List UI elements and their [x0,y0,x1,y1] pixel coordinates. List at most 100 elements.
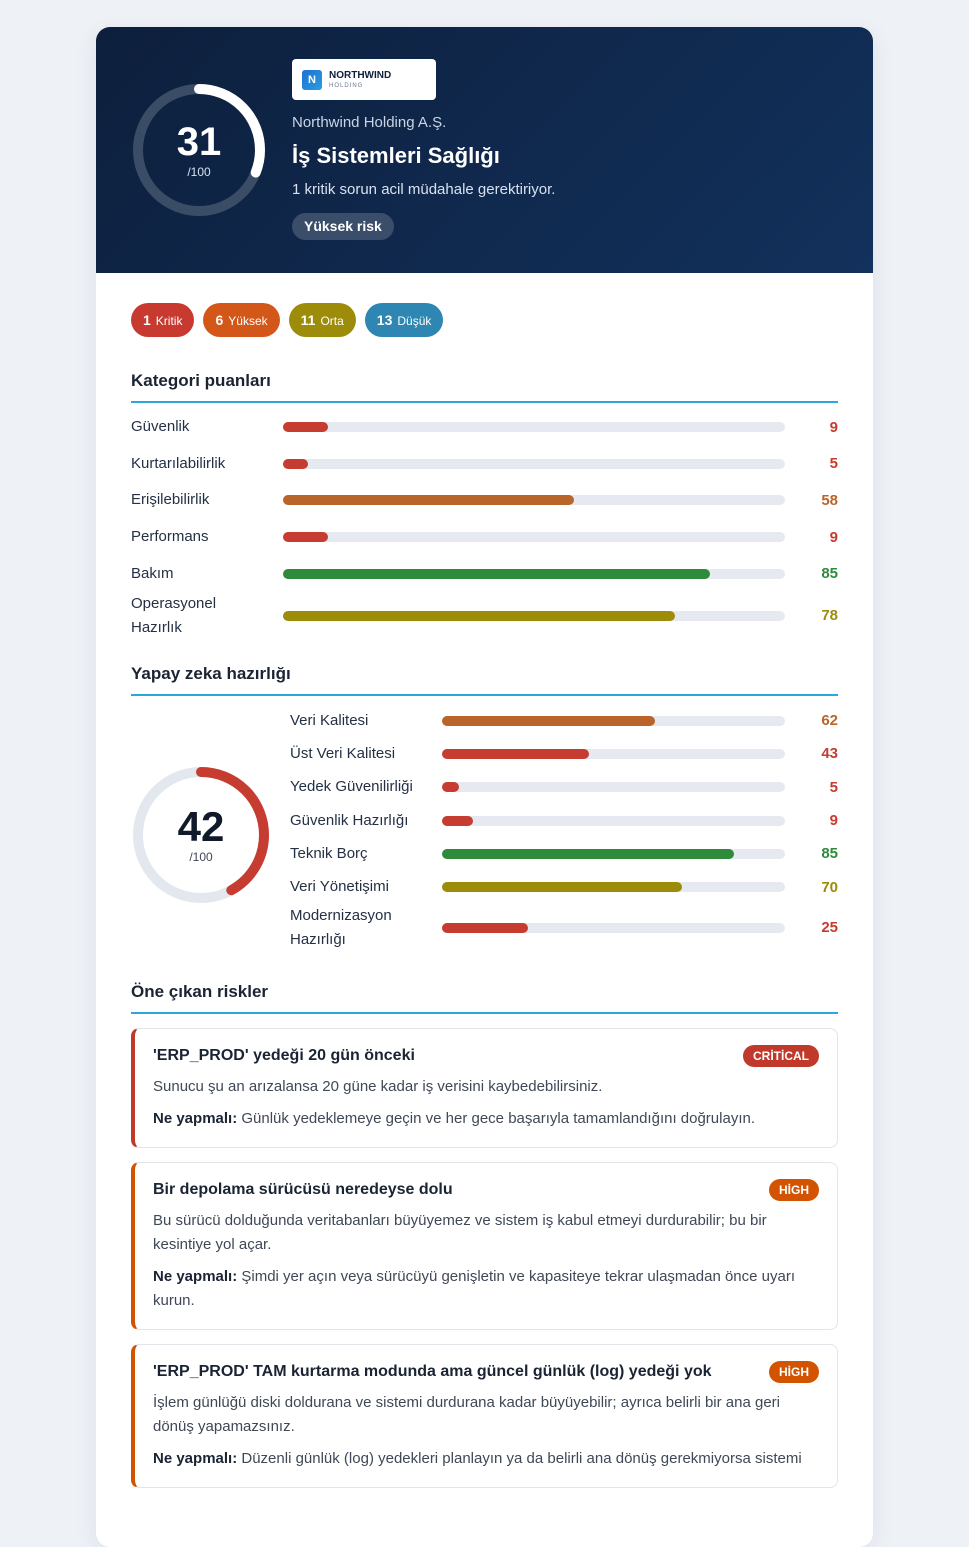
score-value: 78 [821,607,838,625]
bar-fill [442,848,734,859]
action-text: Şimdi yer açın veya sürücüyü genişletin … [153,1267,795,1309]
section-title: Kategori puanları [131,371,838,403]
subtitle: 1 kritik sorun acil müdahale gerektiriyo… [292,181,556,198]
score-value: 85 [821,565,838,583]
severity-chip: 13 Düşük [364,303,444,337]
content: 1 Kritik 6 Yüksek 11 Orta 13 Düşük Kategori pua… [96,273,873,1488]
score-label: Bakım [131,564,174,582]
score-row: Erişilebilirlik 58 [131,482,838,519]
bar-track [442,715,785,726]
risk-head: 'ERP_PROD' yedeği 20 gün önceki CRİTİCAL [153,1044,819,1067]
category-list: Güvenlik 9 Kurtarılabilirlik 5 Erişilebilirl… [131,409,838,640]
report-card: 31/100 N NORTHWIND HOLDING Northwind Hol… [96,27,873,1547]
page: Report html, body { margin: 0; padding: … [96,27,873,1547]
risk-description: Sunucu şu an arızalansa 20 güne kadar iş… [153,1077,603,1095]
risk-action: Ne yapmalı: Düzenli günlük (log) yedekle… [153,1447,819,1471]
risk-card: 'ERP_PROD' TAM kurtarma modunda ama günc… [131,1343,838,1488]
ring-arc [133,766,269,903]
score-row: Teknik Borç 85 [290,837,838,870]
bar-track [283,458,785,469]
action-text: Düzenli günlük (log) yedekleri planlayın… [241,1449,802,1467]
ring-max: /100 [187,165,211,179]
bar-track [283,495,785,506]
bar-track [442,782,785,793]
score-value: 70 [821,878,838,896]
bar-fill [442,715,655,726]
score-row: Veri Yönetişimi 70 [290,870,838,903]
risk-head: 'ERP_PROD' TAM kurtarma modunda ama günc… [153,1360,819,1383]
bar-track [442,748,785,759]
score-value: 62 [821,712,838,730]
risk-description: İşlem günlüğü diski doldurana ve sistemi… [153,1393,780,1435]
score-label: Erişilebilirlik [131,491,210,509]
logo: N NORTHWIND HOLDING [292,59,436,100]
bar-fill [442,882,683,893]
score-ring: 31/100 [131,82,267,218]
action-text: Günlük yedeklemeye geçin ve her gece baş… [241,1109,756,1127]
score-label: Güvenlik Hazırlığı [290,811,409,829]
severity-badge: HİGH [769,1178,819,1201]
score-value: 9 [829,528,838,546]
risk-title: 'ERP_PROD' TAM kurtarma modunda ama günc… [153,1362,712,1380]
score-label: Veri Kalitesi [290,711,369,729]
risk-title: 'ERP_PROD' yedeği 20 gün önceki [153,1046,415,1064]
logo-name: NORTHWIND [329,69,392,81]
chip-count: 13 [376,312,393,328]
bar-track [283,568,785,579]
score-row: Üst Veri Kalitesi 43 [290,737,838,770]
ai-block: 42/100 Veri Kalitesi 62 Üst Veri Kalitesi 4… [131,704,838,952]
bar-fill [283,610,675,621]
bar-fill [442,748,590,759]
score-row: Güvenlik 9 [131,409,838,446]
score-row: Kurtarılabilirlik 5 [131,446,838,483]
section-title: Öne çıkan riskler [131,982,838,1014]
score-value: 9 [829,418,838,436]
risk-card: Bir depolama sürücüsü neredeyse dolu HİGH… [131,1161,838,1330]
score-value: 58 [821,491,838,509]
chip-label: Yüksek [228,314,268,328]
risk-badge: Yüksek risk [292,213,394,240]
score-value: 5 [829,778,838,796]
bar-fill [283,495,575,506]
bar-track [442,882,785,893]
bar-track [442,815,785,826]
score-label: Veri Yönetişimi [290,878,389,896]
severity-badge: HİGH [769,1360,819,1383]
logo-mark: N [302,69,322,90]
company: Northwind Holding A.Ş. [292,114,447,131]
chip-label: Kritik [155,314,183,328]
bar-fill [283,568,710,579]
severity-chip: 1 Kritik [131,303,195,337]
risk-card: 'ERP_PROD' yedeği 20 gün önceki CRİTİCAL S… [131,1027,838,1148]
ai-list: Veri Kalitesi 62 Üst Veri Kalitesi 43 Yedek … [290,704,838,952]
score-label: Operasyonel Hazırlık [131,594,217,636]
score-row: Güvenlik Hazırlığı 9 [290,804,838,837]
severity-chip: 11 Orta [288,303,356,337]
score-value: 85 [821,845,838,863]
score-value: 5 [829,455,838,473]
score-row: Modernizasyon Hazırlığı 25 [290,904,838,952]
ai-ring-box: 42/100 [131,704,290,952]
bar-track [283,532,785,543]
action-label: Ne yapmalı: [153,1267,238,1285]
severity-chips: 1 Kritik 6 Yüksek 11 Orta 13 Düşük [131,303,838,337]
risk-description: Bu sürücü dolduğunda veritabanları büyüy… [153,1211,767,1253]
bar-track [283,610,785,621]
score-label: Üst Veri Kalitesi [290,744,396,762]
severity-chip: 6 Yüksek [203,303,280,337]
ring-svg [133,84,265,216]
score-label: Performans [131,528,209,546]
ring-arc [133,84,265,216]
ai-ring: 42/100 [131,765,271,905]
bar-track [442,848,785,859]
risk-action: Ne yapmalı: Şimdi yer açın veya sürücüyü… [153,1265,819,1313]
bar-fill [283,532,329,543]
score-value: 43 [821,745,838,763]
score-row: Veri Kalitesi 62 [290,704,838,737]
score-value: 9 [829,812,838,829]
score-label: Teknik Borç [290,844,368,862]
severity-badge: CRİTİCAL [743,1044,819,1067]
title: İş Sistemleri Sağlığı [292,143,500,168]
score-row: Bakım 85 [131,555,838,592]
chip-count: 1 [143,312,151,328]
